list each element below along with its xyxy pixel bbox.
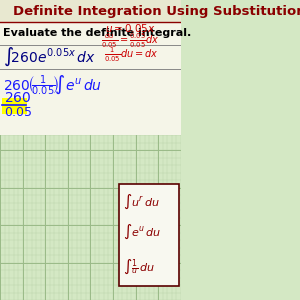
Text: $260\!\left(\!\frac{1}{0.05}\!\right)\!\!\int e^{u}\,du$: $260\!\left(\!\frac{1}{0.05}\!\right)\!\…: [3, 73, 102, 97]
Text: $u = 0.05x$: $u = 0.05x$: [106, 22, 156, 34]
Bar: [0, 0, 181, 135]
Text: Evaluate the definite integral.: Evaluate the definite integral.: [3, 28, 191, 38]
Bar: [0, 0, 181, 22]
Text: Definite Integration Using Substitution: Definite Integration Using Substitution: [14, 4, 300, 17]
Text: $260$: $260$: [4, 91, 31, 105]
Text: $0.05$: $0.05$: [4, 106, 32, 118]
FancyBboxPatch shape: [119, 184, 179, 286]
Bar: [2, 98, 27, 114]
Text: $\int\!260e^{0.05x}\,dx$: $\int\!260e^{0.05x}\,dx$: [3, 46, 96, 68]
Text: $\int e^u\,du$: $\int e^u\,du$: [123, 223, 161, 241]
Text: $\frac{du}{0.05} = \frac{0.05}{0.05}dx$: $\frac{du}{0.05} = \frac{0.05}{0.05}dx$: [101, 32, 160, 50]
Text: $\int \frac{1}{u}\,du$: $\int \frac{1}{u}\,du$: [123, 258, 155, 276]
Text: $\frac{1}{0.05}du = dx$: $\frac{1}{0.05}du = dx$: [104, 46, 158, 64]
Text: $\int u^r\,du$: $\int u^r\,du$: [123, 193, 160, 211]
